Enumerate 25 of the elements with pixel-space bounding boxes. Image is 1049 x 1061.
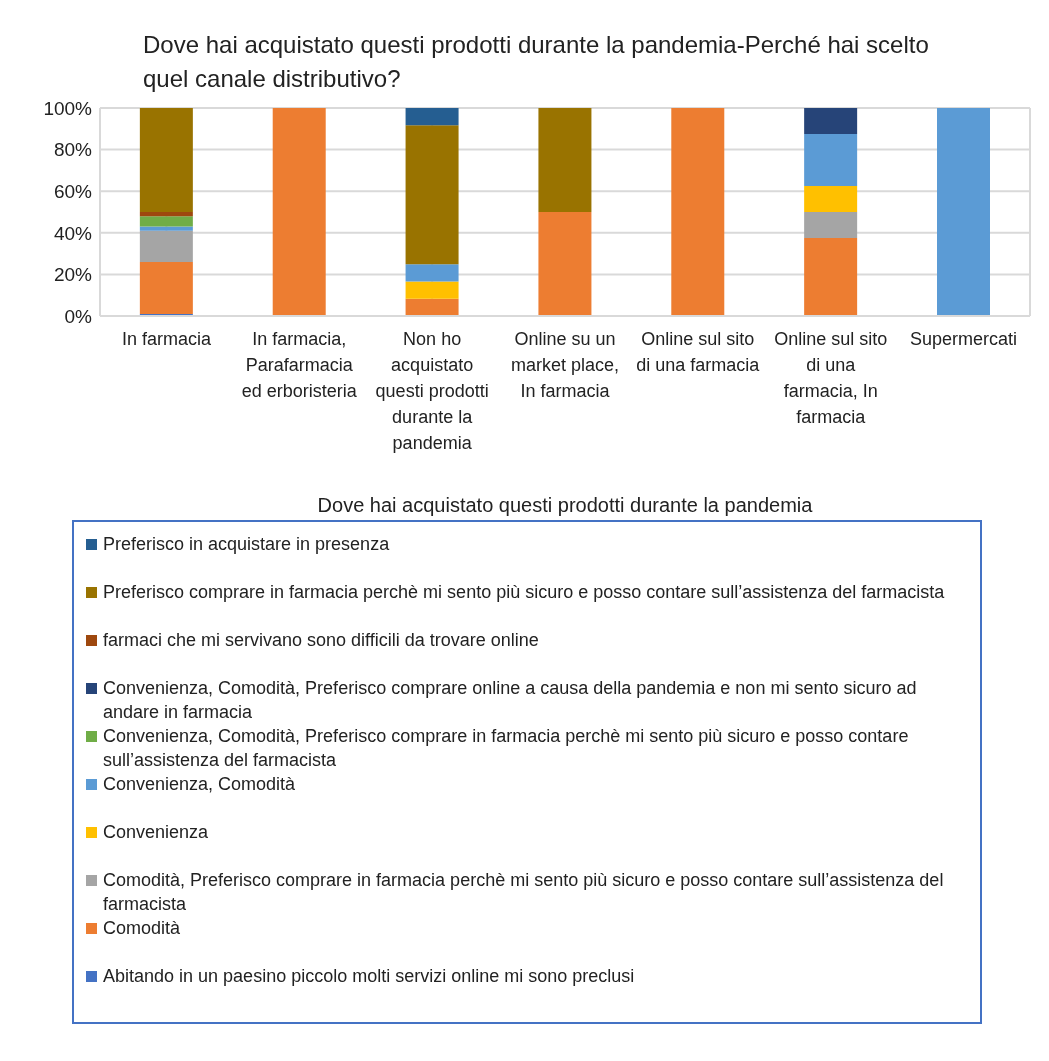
y-tick-label: 40% xyxy=(53,222,93,244)
legend-label: Convenienza, Comodità, Preferisco comprare online a causa della pandemia e non mi sento sicuro ad andare in farmacia xyxy=(103,677,918,724)
y-tick-label: 80% xyxy=(53,139,93,161)
x-tick-label: In farmacia xyxy=(121,328,212,349)
chart-title: Dove hai acquistato questi prodotti durante la pandemia-Perché hai scelto quel canale distributivo? xyxy=(142,30,930,94)
legend-label: Comodità, Preferisco comprare in farmacia perchè mi sento più sicuro e posso contare sull’assistenza del farmacista xyxy=(103,869,945,916)
legend-label: Comodità xyxy=(103,917,181,940)
x-tick-label: Online sul sito di una farmacia, In farmacia xyxy=(774,328,888,427)
legend-label: Preferisco comprare in farmacia perchè mi sento più sicuro e posso contare sull’assistenza del farmacista xyxy=(103,581,945,604)
x-axis-title: Dove hai acquistato questi prodotti durante la pandemia xyxy=(317,494,814,516)
x-tick-label: In farmacia, Parafarmacia ed erboristeria xyxy=(241,328,358,401)
y-tick-label: 20% xyxy=(53,264,93,286)
y-tick-label: 0% xyxy=(64,305,93,327)
x-tick-label: Online su un market place, In farmacia xyxy=(510,328,620,401)
legend-label: Convenienza, Comodità xyxy=(103,773,296,796)
x-tick-label: Non ho acquistato questi prodotti durante la pandemia xyxy=(375,328,489,453)
legend-label: Convenienza, Comodità, Preferisco comprare in farmacia perchè mi sento più sicuro e posso contare sull’assistenza del farmacista xyxy=(103,725,910,772)
legend-label: farmaci che mi servivano sono difficili da trovare online xyxy=(103,629,539,652)
x-tick-label: Online sul sito di una farmacia xyxy=(636,328,761,375)
x-tick-label: Supermercati xyxy=(910,328,1018,349)
legend-label: Convenienza xyxy=(103,821,209,844)
y-tick-label: 60% xyxy=(53,180,93,202)
y-tick-label: 100% xyxy=(43,97,93,119)
legend-label: Preferisco in acquistare in presenza xyxy=(103,533,390,556)
legend-label: Abitando in un paesino piccolo molti servizi online mi sono preclusi xyxy=(103,965,635,988)
